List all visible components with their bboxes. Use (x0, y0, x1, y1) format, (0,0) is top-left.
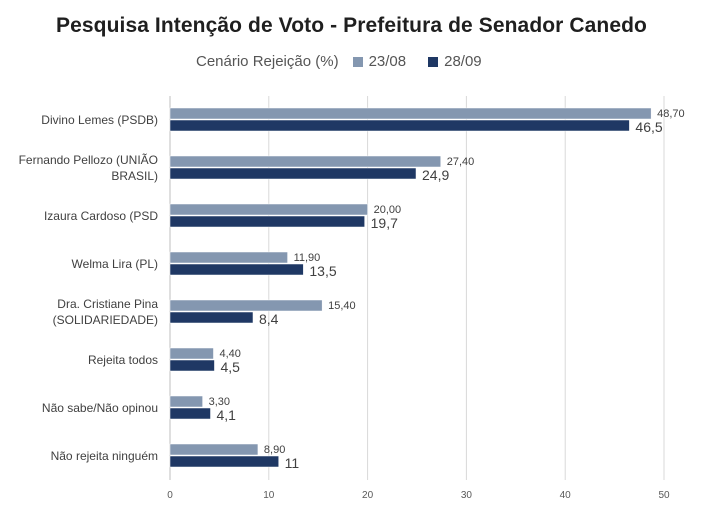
category-label-2: Izaura Cardoso (PSD (44, 209, 158, 223)
bar-series-1-2 (169, 203, 368, 216)
category-label-1-line-1: BRASIL) (111, 169, 158, 183)
chart-title: Pesquisa Intenção de Voto - Prefeitura d… (55, 14, 647, 37)
data-label-series-2-1: 24,9 (422, 167, 449, 183)
data-label-series-2-6: 4,1 (217, 407, 237, 423)
category-label-1-line-0: Fernando Pellozo (UNIÃO (19, 153, 158, 167)
bar-series-1-3 (169, 251, 288, 264)
data-label-series-2-0: 46,5 (635, 119, 662, 135)
bar-series-1-6 (169, 395, 203, 408)
bar-series-2-0 (169, 119, 630, 132)
bar-series-2-1 (169, 167, 417, 180)
category-label-4-line-1: (SOLIDARIEDADE) (53, 313, 158, 327)
chart-subtitle: Cenário Rejeição (%) (196, 53, 339, 70)
bar-series-2-5 (169, 359, 215, 372)
bar-series-1-1 (169, 155, 441, 168)
bar-series-1-4 (169, 299, 323, 312)
bar-series-2-3 (169, 263, 304, 276)
data-label-series-2-4: 8,4 (259, 311, 279, 327)
data-label-series-1-3: 11,90 (294, 252, 321, 264)
legend-item-series-1: 23/08 (352, 53, 407, 70)
x-tick-label-0: 0 (167, 490, 173, 501)
category-label-0: Divino Lemes (PSDB) (41, 113, 158, 127)
x-tick-label-2: 20 (362, 490, 374, 501)
data-label-series-1-4: 15,40 (328, 300, 356, 312)
legend-item-series-2: 28/09 (428, 53, 482, 70)
bar-series-1-0 (169, 107, 652, 120)
legend-label-series-1: 23/08 (368, 53, 407, 70)
bar-series-2-6 (169, 407, 211, 420)
x-tick-label-3: 30 (461, 490, 473, 501)
data-label-series-1-1: 27,40 (447, 156, 475, 168)
data-label-series-2-2: 19,7 (371, 215, 398, 231)
data-label-series-1-2: 20,00 (374, 204, 402, 216)
legend-swatch-series-1 (352, 56, 363, 67)
data-label-series-1-7: 8,90 (264, 444, 285, 456)
data-label-series-1-0: 48,70 (657, 108, 685, 120)
category-label-5: Rejeita todos (88, 353, 158, 367)
bar-series-1-5 (169, 347, 214, 360)
bar-series-2-2 (169, 215, 365, 228)
data-label-series-1-5: 4,40 (219, 348, 240, 360)
bar-series-1-7 (169, 443, 259, 456)
bar-series-2-7 (169, 455, 279, 468)
bar-series-2-4 (169, 311, 254, 324)
legend: Cenário Rejeição (%) 23/08 28/09 (196, 53, 504, 70)
data-label-series-1-6: 3,30 (209, 396, 230, 408)
legend-swatch-series-2 (428, 56, 439, 67)
category-label-3: Welma Lira (PL) (72, 257, 158, 271)
x-tick-label-5: 50 (658, 490, 670, 501)
category-label-6: Não sabe/Não opinou (42, 401, 158, 415)
data-label-series-2-7: 11 (285, 455, 300, 471)
category-label-7: Não rejeita ninguém (51, 449, 158, 463)
x-tick-label-4: 40 (560, 490, 572, 501)
category-label-4-line-0: Dra. Cristiane Pina (57, 297, 158, 311)
data-label-series-2-3: 13,5 (309, 263, 336, 279)
data-label-series-2-5: 4,5 (220, 359, 240, 375)
legend-label-series-2: 28/09 (444, 53, 482, 70)
x-tick-label-1: 10 (263, 490, 275, 501)
